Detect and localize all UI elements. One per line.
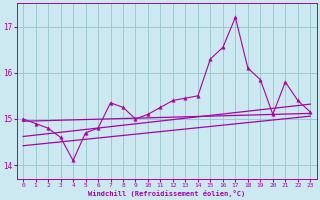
X-axis label: Windchill (Refroidissement éolien,°C): Windchill (Refroidissement éolien,°C) [88, 190, 245, 197]
